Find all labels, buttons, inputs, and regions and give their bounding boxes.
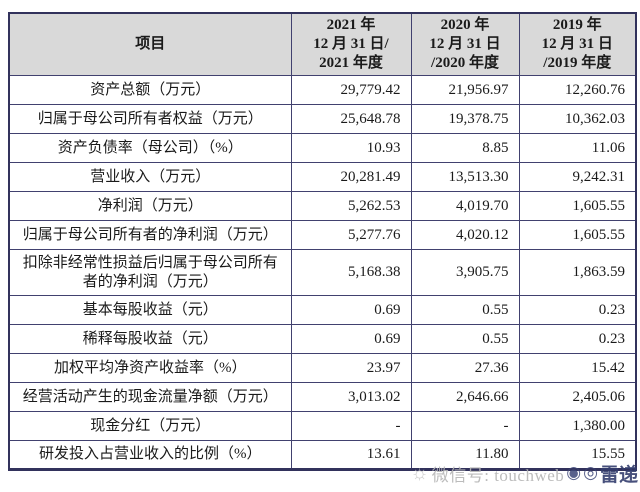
- row-label: 现金分红（万元）: [8, 411, 292, 441]
- row-value-2020: 19,378.75: [410, 104, 520, 134]
- row-value-2020: 0.55: [410, 324, 520, 354]
- table-row: 归属于母公司所有者权益（万元） 25,648.78 19,378.75 10,3…: [8, 104, 637, 134]
- table-row: 扣除非经常性损益后归属于母公司所有者的净利润（万元） 5,168.38 3,90…: [8, 249, 637, 296]
- row-label: 营业收入（万元）: [8, 162, 292, 192]
- row-value-2020: 21,956.97: [410, 75, 520, 105]
- row-value-2020: 4,020.12: [410, 220, 520, 250]
- table-row: 资产负债率（母公司）（%） 10.93 8.85 11.06: [8, 133, 637, 163]
- row-value-2021: 5,277.76: [290, 220, 412, 250]
- header-2020: 2020 年 12 月 31 日 /2020 年度: [410, 12, 520, 76]
- row-value-2019: 11.06: [518, 133, 637, 163]
- table-row: 现金分红（万元） - - 1,380.00: [8, 411, 637, 441]
- row-label: 资产负债率（母公司）（%）: [8, 133, 292, 163]
- header-2021-line2: 12 月 31 日/: [313, 36, 389, 52]
- row-value-2019: 1,380.00: [518, 411, 637, 441]
- row-label: 加权平均净资产收益率（%）: [8, 353, 292, 383]
- row-value-2021: 5,262.53: [290, 191, 412, 221]
- table-row: 研发投入占营业收入的比例（%） 13.61 11.80 15.55: [8, 440, 637, 470]
- row-value-2019: 2,405.06: [518, 382, 637, 412]
- table-row: 加权平均净资产收益率（%） 23.97 27.36 15.42: [8, 353, 637, 383]
- table-row: 稀释每股收益（元） 0.69 0.55 0.23: [8, 324, 637, 354]
- row-value-2019: 15.42: [518, 353, 637, 383]
- row-label: 基本每股收益（元）: [8, 295, 292, 325]
- table-row: 经营活动产生的现金流量净额（万元） 3,013.02 2,646.66 2,40…: [8, 382, 637, 412]
- header-2019-line3: /2019 年度: [543, 55, 612, 71]
- header-2020-line2: 12 月 31 日: [429, 36, 501, 52]
- header-item-label: 项目: [135, 36, 166, 53]
- row-value-2020: 0.55: [410, 295, 520, 325]
- row-label: 研发投入占营业收入的比例（%）: [8, 440, 292, 470]
- row-value-2021: 23.97: [290, 353, 412, 383]
- row-value-2019: 9,242.31: [518, 162, 637, 192]
- row-value-2021: 29,779.42: [290, 75, 412, 105]
- header-2020-line1: 2020 年: [440, 17, 490, 33]
- row-value-2021: 20,281.49: [290, 162, 412, 192]
- row-value-2020: -: [410, 411, 520, 441]
- row-value-2021: 5,168.38: [290, 249, 412, 296]
- row-label: 归属于母公司所有者权益（万元）: [8, 104, 292, 134]
- row-value-2021: 25,648.78: [290, 104, 412, 134]
- row-value-2019: 1,605.55: [518, 220, 637, 250]
- row-value-2021: 0.69: [290, 295, 412, 325]
- header-2019-line1: 2019 年: [552, 17, 602, 33]
- table-row: 归属于母公司所有者的净利润（万元） 5,277.76 4,020.12 1,60…: [8, 220, 637, 250]
- financial-summary-table: 项目 2021 年 12 月 31 日/ 2021 年度 2020 年 12 月…: [8, 12, 637, 471]
- header-2019-line2: 12 月 31 日: [541, 36, 613, 52]
- table-row: 资产总额（万元） 29,779.42 21,956.97 12,260.76: [8, 75, 637, 105]
- row-value-2020: 13,513.30: [410, 162, 520, 192]
- row-value-2020: 8.85: [410, 133, 520, 163]
- row-value-2020: 27.36: [410, 353, 520, 383]
- row-value-2021: 10.93: [290, 133, 412, 163]
- header-2021: 2021 年 12 月 31 日/ 2021 年度: [290, 12, 412, 76]
- header-item: 项目: [8, 12, 292, 76]
- table-row: 基本每股收益（元） 0.69 0.55 0.23: [8, 295, 637, 325]
- row-value-2021: 0.69: [290, 324, 412, 354]
- row-value-2019: 0.23: [518, 324, 637, 354]
- header-2019: 2019 年 12 月 31 日 /2019 年度: [518, 12, 637, 76]
- row-value-2021: -: [290, 411, 412, 441]
- row-label: 归属于母公司所有者的净利润（万元）: [8, 220, 292, 250]
- row-value-2019: 1,863.59: [518, 249, 637, 296]
- row-value-2019: 10,362.03: [518, 104, 637, 134]
- row-value-2020: 4,019.70: [410, 191, 520, 221]
- row-label: 净利润（万元）: [8, 191, 292, 221]
- row-value-2019: 15.55: [518, 440, 637, 470]
- row-value-2021: 13.61: [290, 440, 412, 470]
- row-value-2019: 12,260.76: [518, 75, 637, 105]
- header-2020-line3: /2020 年度: [431, 55, 499, 71]
- row-value-2020: 11.80: [410, 440, 520, 470]
- row-label: 经营活动产生的现金流量净额（万元）: [8, 382, 292, 412]
- row-value-2019: 0.23: [518, 295, 637, 325]
- row-value-2020: 2,646.66: [410, 382, 520, 412]
- row-value-2020: 3,905.75: [410, 249, 520, 296]
- header-2021-line3: 2021 年度: [319, 55, 383, 71]
- table-row: 营业收入（万元） 20,281.49 13,513.30 9,242.31: [8, 162, 637, 192]
- row-label: 稀释每股收益（元）: [8, 324, 292, 354]
- row-value-2021: 3,013.02: [290, 382, 412, 412]
- row-label: 资产总额（万元）: [8, 75, 292, 105]
- header-row: 项目 2021 年 12 月 31 日/ 2021 年度 2020 年 12 月…: [8, 12, 637, 76]
- row-value-2019: 1,605.55: [518, 191, 637, 221]
- row-label: 扣除非经常性损益后归属于母公司所有者的净利润（万元）: [8, 249, 292, 296]
- header-2021-line1: 2021 年: [326, 17, 376, 33]
- table-row: 净利润（万元） 5,262.53 4,019.70 1,605.55: [8, 191, 637, 221]
